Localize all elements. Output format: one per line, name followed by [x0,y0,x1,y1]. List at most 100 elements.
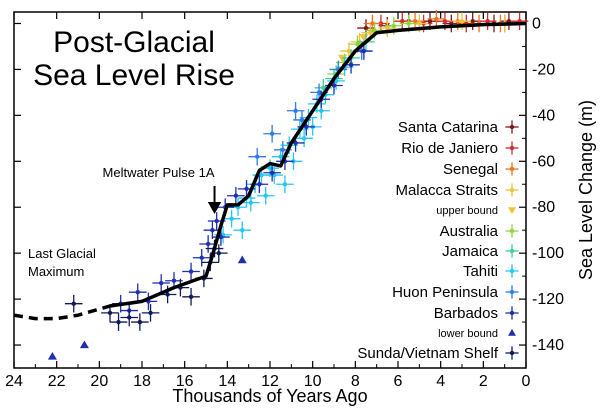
x-tick-label: 8 [351,373,360,390]
trend-line-dashed [13,304,111,321]
data-point [120,308,138,327]
data-point-dot [71,301,76,306]
x-tick-label: 20 [90,373,108,390]
data-point-dot [269,170,275,175]
data-point-dot [255,154,260,159]
chart-title-line-1: Post-Glacial [53,26,215,59]
data-point-dot [442,18,448,24]
legend-label: Rio de Janiero [401,140,498,157]
data-point [182,288,200,306]
legend-label: upper bound [436,205,498,217]
legend-marker [505,183,519,197]
data-point-dot [319,108,324,113]
data-point-dot [137,319,143,325]
data-point-dot [165,292,170,297]
annotation-meltwater-pulse-label: Meltwater Pulse 1A [103,165,215,180]
legend-marker-dot [509,248,515,254]
data-point-dot [244,186,249,192]
x-tick-label: 18 [133,373,151,390]
data-point [478,12,497,30]
x-axis-label: Thousands of Years Ago [172,386,367,406]
data-point-dot [282,182,288,187]
legend-label: Senegal [443,161,498,178]
data-points [47,10,529,360]
legend-marker [508,207,516,214]
data-point-dot [370,21,375,26]
data-point [237,255,247,264]
data-point-dot [427,18,433,24]
data-point-dot [412,18,418,24]
chart-title-line-2: Sea Level Rise [33,59,235,92]
data-point [256,186,275,205]
data-point-dot [116,319,121,325]
x-tick-label: 10 [304,373,322,390]
x-tick-label: 2 [479,373,488,390]
data-point [248,147,266,166]
data-point [263,124,281,143]
x-axis: 24 22 20 18 16 14 12 10 8 6 4 2 0 [5,12,531,390]
data-point-dot [355,41,360,47]
y-tick-label: -100 [532,245,564,262]
data-point [109,313,128,331]
data-point-dot [127,315,132,320]
data-point [250,175,269,194]
legend-label: Huon Peninsula [392,284,499,301]
data-point-dot [210,227,215,233]
data-point-dot [218,234,224,240]
x-tick-label: 24 [5,373,23,390]
legend-marker [505,120,519,134]
data-point-dot [199,255,204,260]
data-point [47,352,57,360]
legend-marker [505,224,519,238]
x-tick-label: 4 [436,373,445,390]
annotation-arrow-icon [207,186,222,215]
data-point-dot [368,30,373,35]
data-point [192,248,211,267]
x-tick-label: 0 [522,373,531,390]
data-point-dot [321,85,326,90]
legend-label: Tahiti [463,263,498,280]
data-point [363,14,382,33]
y-tick-label: -20 [532,61,555,78]
y-tick-label: 0 [532,15,541,32]
data-point-dot [240,227,245,233]
data-point-dot [278,154,283,159]
data-point-dot [434,16,439,22]
data-point [152,274,170,292]
legend-marker-dot [509,166,515,172]
data-point-dot [233,193,239,198]
legend-marker-dot [509,268,515,274]
data-point-dot [148,310,153,316]
data-point-dot [316,90,322,95]
legend-label: lower bound [438,328,498,340]
y-axis: 0 -20 -40 -60 -80 -100 -120 -140 [14,15,564,354]
legend-marker [505,285,519,299]
legend-marker-dot [509,289,515,295]
y-tick-label: -140 [532,337,564,354]
data-point-dot [470,18,475,24]
series-10 [47,255,247,360]
data-point-dot [363,25,369,31]
legend-label: Sunda/Vietnam Shelf [357,345,498,362]
data-point [427,10,446,28]
y-axis-label: Sea Level Change (m) [576,100,596,280]
data-point-dot [304,124,309,130]
data-point-dot [107,310,113,316]
data-point-dot [417,21,422,26]
data-point-dot [159,280,164,286]
data-point [276,175,294,194]
data-point-dot [263,193,268,198]
data-point-dot [259,172,264,178]
data-point-dot [135,290,140,295]
data-point-dot [391,23,396,28]
data-point-dot [400,18,405,24]
data-point-dot [248,200,253,205]
legend-marker-dot [509,187,515,193]
data-point-dot [205,241,211,247]
legend-label: Australia [440,223,499,240]
data-point-dot [385,25,390,31]
data-point [295,129,313,148]
legend-label: Santa Catarina [398,119,499,136]
data-point [233,221,252,239]
annotation-last-glacial-maximum: Last Glacial Maximum [28,246,96,279]
